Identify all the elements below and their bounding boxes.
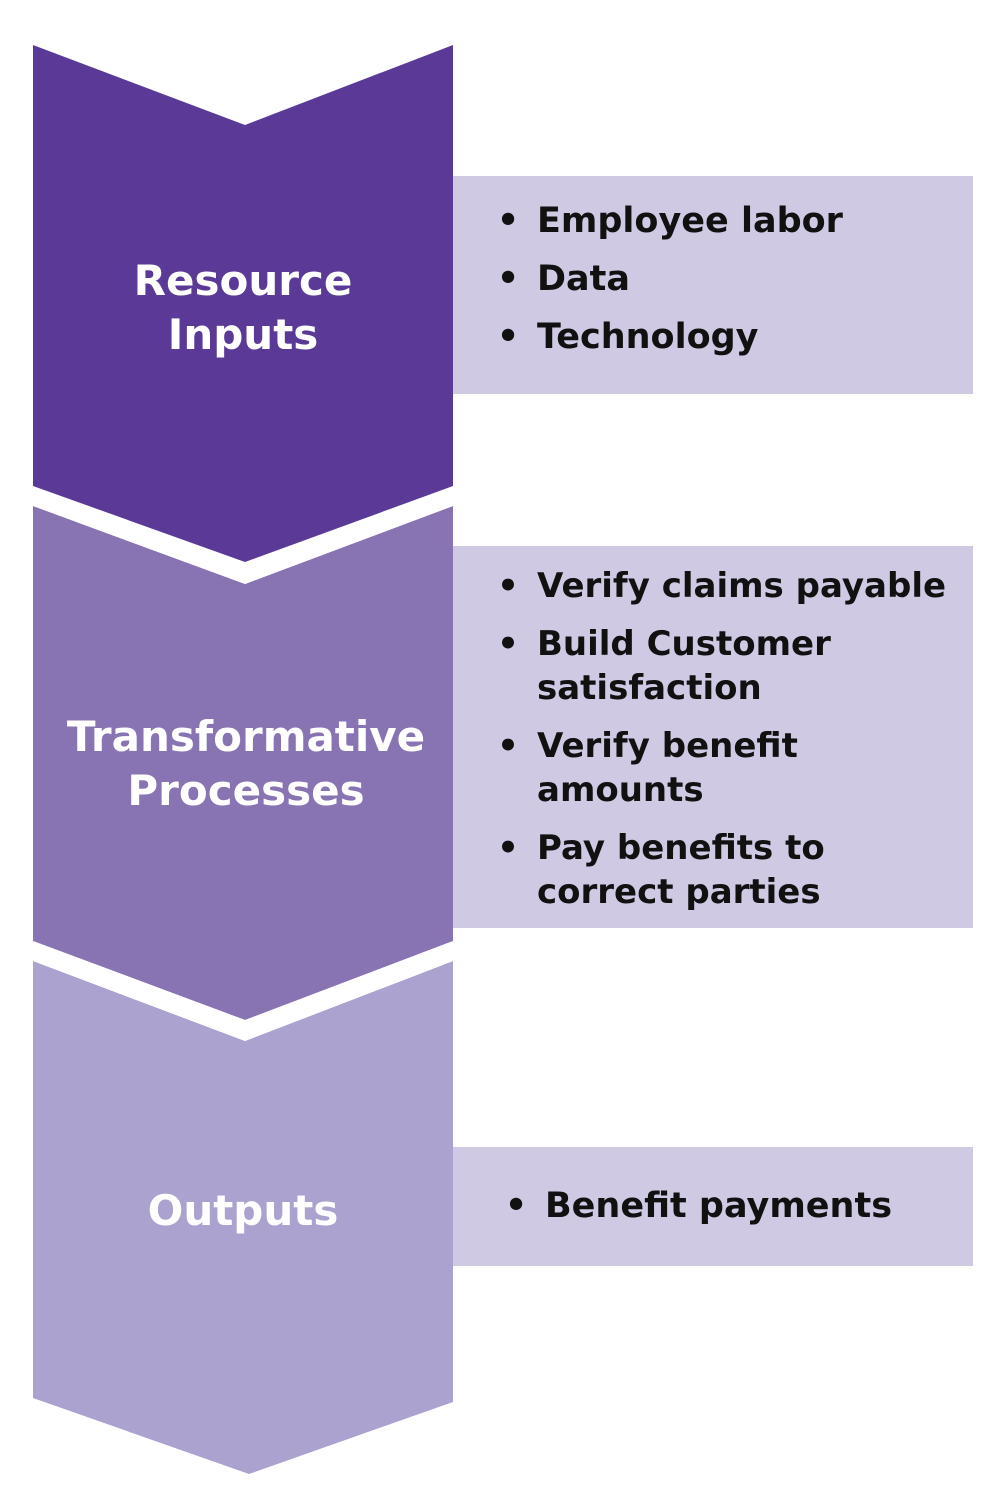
stage-2-panel-bg xyxy=(453,546,973,928)
bullet-icon: • xyxy=(504,1186,528,1226)
list-item: • Technology xyxy=(493,315,973,359)
bullet-icon: • xyxy=(497,624,519,664)
list-item-text: Technology xyxy=(537,317,759,357)
stage-1-2-separator xyxy=(33,486,453,584)
stage-1-label-line-2: Inputs xyxy=(167,310,319,359)
stage-2-label-line-1: Transformative xyxy=(66,712,426,761)
bullet-icon: • xyxy=(497,726,519,766)
stage-2-chevron xyxy=(33,506,453,1020)
list-item: • Pay benefits to correct parties xyxy=(493,826,965,914)
bullet-icon: • xyxy=(496,317,520,357)
stage-3-label: Outputs xyxy=(33,1184,453,1238)
stage-1-chevron xyxy=(33,45,453,562)
list-item: • Verify claims payable xyxy=(493,564,965,608)
stage-1-label-line-1: Resource xyxy=(133,256,353,305)
stage-2-panel: • Verify claims payable • Build Customer… xyxy=(453,564,973,914)
bullet-icon: • xyxy=(497,828,519,868)
stage-3-panel: • Benefit payments xyxy=(453,1184,973,1228)
stage-1-item-list: • Employee labor • Data • Technology xyxy=(493,199,973,359)
list-item-text: Benefit payments xyxy=(545,1186,893,1226)
stage-3-label-line-1: Outputs xyxy=(147,1186,339,1235)
stage-1-panel: • Employee labor • Data • Technology xyxy=(453,199,973,359)
bullet-icon: • xyxy=(496,259,520,299)
stage-1-label: Resource Inputs xyxy=(33,254,453,362)
list-item: • Benefit payments xyxy=(501,1184,973,1228)
list-item-text: Build Customer satisfaction xyxy=(537,624,831,708)
stage-2-3-separator xyxy=(33,941,453,1041)
list-item-text: Data xyxy=(537,259,631,299)
list-item: • Build Customer satisfaction xyxy=(493,622,965,710)
list-item-text: Pay benefits to correct parties xyxy=(537,828,825,912)
stage-3-chevron xyxy=(33,961,453,1474)
list-item: • Verify benefit amounts xyxy=(493,724,965,812)
list-item-text: Verify claims payable xyxy=(537,566,947,606)
stage-3-panel-bg xyxy=(453,1147,973,1266)
stage-2-item-list: • Verify claims payable • Build Customer… xyxy=(493,564,965,914)
list-item-text: Verify benefit amounts xyxy=(537,726,798,810)
stage-3-item-list: • Benefit payments xyxy=(501,1184,973,1228)
stage-2-label-line-2: Processes xyxy=(127,766,365,815)
stage-1-panel-bg xyxy=(453,176,973,394)
list-item: • Data xyxy=(493,257,973,301)
bullet-icon: • xyxy=(497,566,519,606)
stage-2-label: Transformative Processes xyxy=(36,710,456,818)
list-item: • Employee labor xyxy=(493,199,973,243)
list-item-text: Employee labor xyxy=(537,201,843,241)
bullet-icon: • xyxy=(496,201,520,241)
